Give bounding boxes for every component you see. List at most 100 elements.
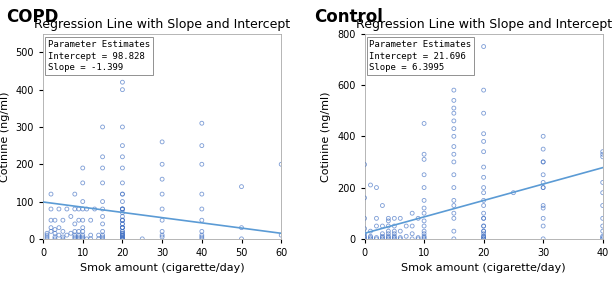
Point xyxy=(157,218,167,223)
Point xyxy=(157,207,167,211)
Point xyxy=(54,225,64,230)
Point xyxy=(478,234,488,239)
Point xyxy=(42,237,52,241)
Point xyxy=(413,237,423,241)
Point xyxy=(117,225,127,230)
Point xyxy=(538,185,548,190)
Point xyxy=(419,234,429,239)
Point xyxy=(402,234,411,239)
Point xyxy=(449,126,459,131)
Point xyxy=(389,232,399,236)
Point xyxy=(85,237,95,241)
Point xyxy=(117,225,127,230)
Point xyxy=(50,218,60,223)
Point xyxy=(117,237,127,241)
Point xyxy=(74,235,84,239)
Point xyxy=(82,207,92,211)
Point xyxy=(78,225,88,230)
Point xyxy=(538,147,548,151)
Point xyxy=(117,155,127,159)
Point xyxy=(117,235,127,239)
Point xyxy=(157,177,167,182)
Point xyxy=(449,216,459,221)
Point xyxy=(46,225,56,230)
Point xyxy=(478,237,488,241)
Point xyxy=(371,185,381,190)
Point xyxy=(62,207,72,211)
Text: Parameter Estimates
Intercept = 21.696
Slope = 6.3995: Parameter Estimates Intercept = 21.696 S… xyxy=(370,40,472,72)
Point xyxy=(598,224,608,228)
Point xyxy=(74,237,84,241)
Point xyxy=(383,234,393,239)
Point xyxy=(538,160,548,164)
Point xyxy=(478,229,488,234)
Point xyxy=(157,192,167,196)
Point xyxy=(197,237,207,241)
Point xyxy=(449,229,459,234)
Point xyxy=(419,229,429,234)
Point xyxy=(117,225,127,230)
Point xyxy=(117,207,127,211)
Point xyxy=(378,235,387,240)
Point xyxy=(117,231,127,235)
Point xyxy=(389,237,399,241)
Point xyxy=(378,234,387,239)
Text: Control: Control xyxy=(314,8,383,26)
Point xyxy=(54,207,64,211)
Point xyxy=(383,237,393,241)
Point xyxy=(419,198,429,203)
Point xyxy=(157,162,167,167)
Point xyxy=(360,196,370,200)
Point xyxy=(70,233,80,237)
X-axis label: Smok amount (cigarette/day): Smok amount (cigarette/day) xyxy=(80,263,244,273)
Point xyxy=(378,224,387,228)
Point xyxy=(117,218,127,223)
Point xyxy=(78,181,88,185)
Point xyxy=(70,222,80,226)
Point xyxy=(117,192,127,196)
Point xyxy=(197,207,207,211)
Point xyxy=(449,88,459,92)
Point xyxy=(413,235,423,240)
Point xyxy=(117,229,127,234)
Point xyxy=(58,229,68,234)
Point xyxy=(74,229,84,234)
Point xyxy=(98,229,108,234)
Point xyxy=(117,192,127,196)
Point xyxy=(449,98,459,103)
Point xyxy=(117,80,127,85)
Point xyxy=(117,233,127,237)
Point xyxy=(78,229,88,234)
Point xyxy=(50,237,60,241)
Point xyxy=(478,165,488,169)
Point xyxy=(419,185,429,190)
Text: Parameter Estimates
Intercept = 98.828
Slope = -1.399: Parameter Estimates Intercept = 98.828 S… xyxy=(48,40,150,72)
Point xyxy=(419,206,429,210)
Point xyxy=(78,166,88,170)
Point xyxy=(383,216,393,221)
Point xyxy=(407,224,417,228)
Title: Regression Line with Slope and Intercept: Regression Line with Slope and Intercept xyxy=(34,18,290,31)
Point xyxy=(78,235,88,239)
Point xyxy=(46,229,56,234)
Point xyxy=(117,166,127,170)
Point xyxy=(449,203,459,208)
Text: COPD: COPD xyxy=(6,8,58,26)
Point xyxy=(407,232,417,236)
Point xyxy=(117,199,127,204)
Point xyxy=(98,166,108,170)
Point xyxy=(46,207,56,211)
Point xyxy=(93,233,103,237)
Point xyxy=(54,233,64,237)
Point xyxy=(378,203,387,208)
Y-axis label: Cotinine (ng/ml): Cotinine (ng/ml) xyxy=(322,91,331,182)
Point xyxy=(598,180,608,185)
Point xyxy=(360,232,370,236)
Point xyxy=(478,203,488,208)
Point xyxy=(371,224,381,228)
Point xyxy=(117,218,127,223)
Point xyxy=(538,173,548,177)
Point xyxy=(117,218,127,223)
Y-axis label: Cotinine (ng/ml): Cotinine (ng/ml) xyxy=(0,91,10,182)
Point xyxy=(98,237,108,241)
